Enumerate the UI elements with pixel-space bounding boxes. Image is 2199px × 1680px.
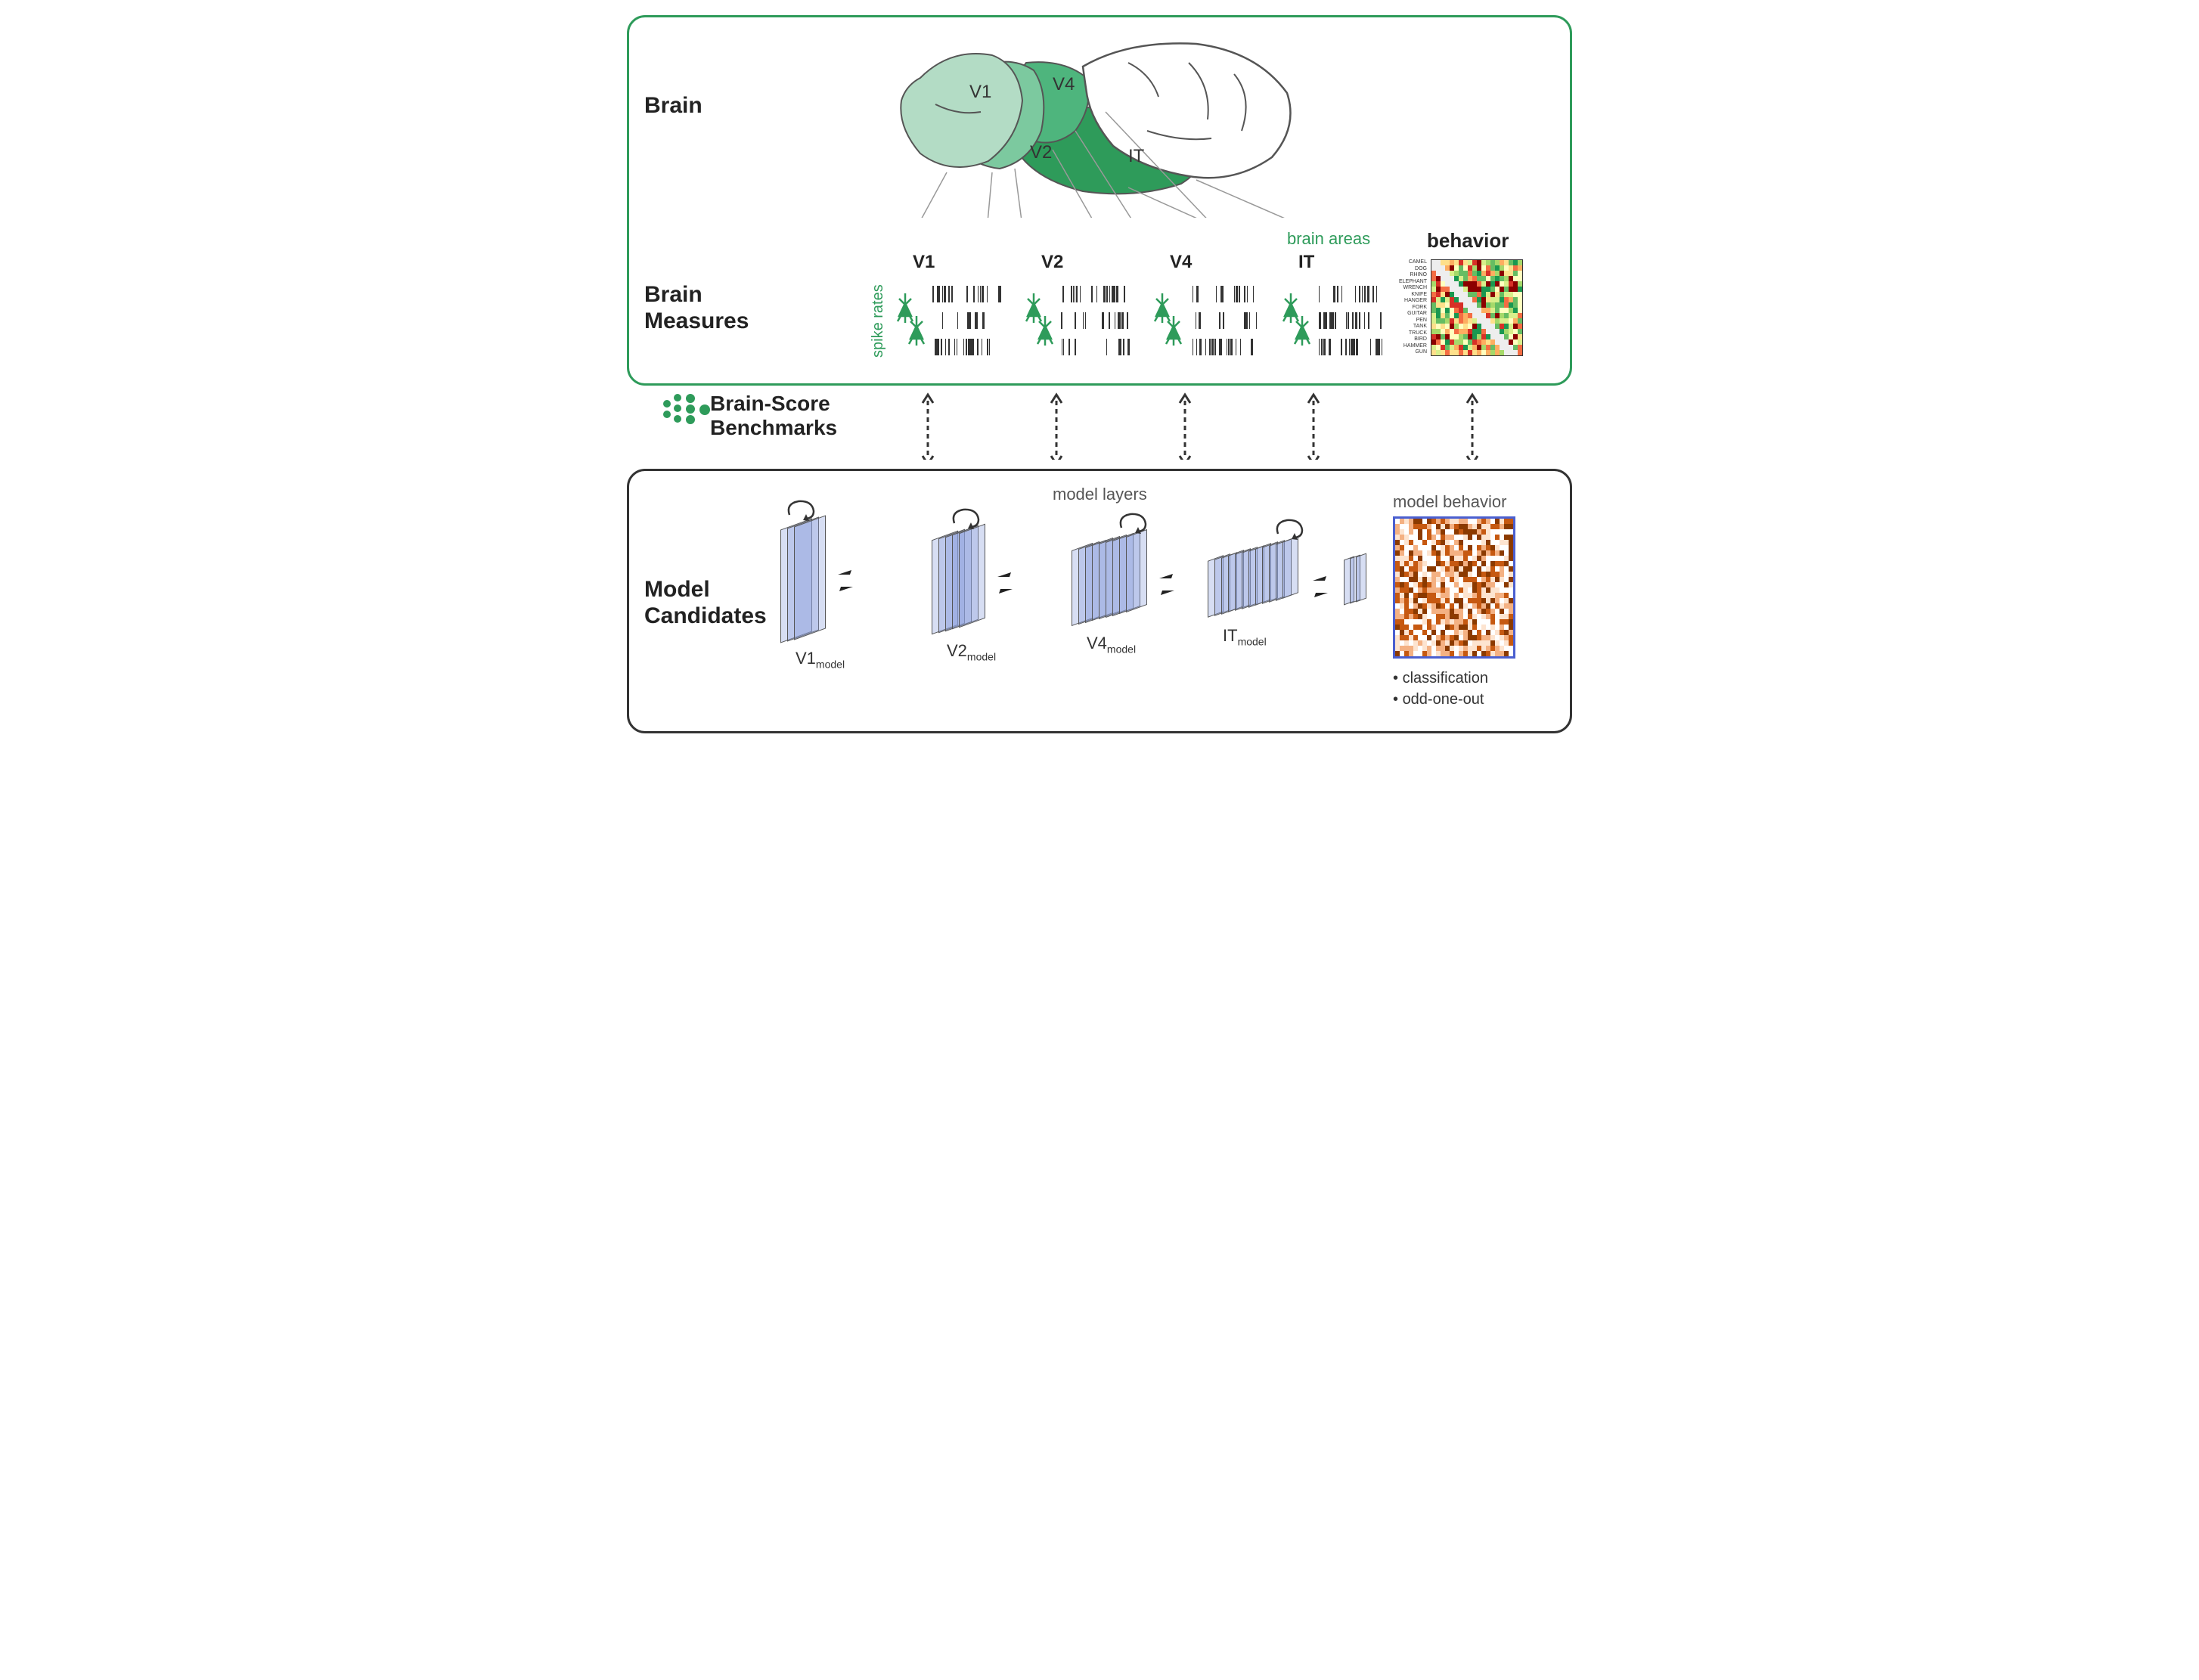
- comparison-arrow: [1176, 392, 1194, 460]
- spike-train: [1317, 286, 1389, 302]
- heatmap-row-label: TANK: [1397, 324, 1427, 329]
- model-stack-label-v4: V4model: [1087, 634, 1136, 655]
- spike-train: [1317, 312, 1389, 329]
- spike-train: [1189, 286, 1261, 302]
- brain-anatomy-svg: [879, 21, 1317, 218]
- brain-measures-label-2: Measures: [644, 308, 749, 334]
- heatmap-row-label: FORK: [1397, 305, 1427, 310]
- model-candidates-label-1: Model: [644, 577, 710, 603]
- neuron-icon: [1287, 312, 1317, 346]
- bullet-classification: classification: [1403, 670, 1488, 687]
- heatmap-row-label: DOG: [1397, 266, 1427, 271]
- feedforward-arrow-icon: [1311, 572, 1341, 602]
- model-behavior-text: model behavior: [1393, 492, 1506, 512]
- brain-section-label: Brain: [644, 93, 703, 119]
- measure-area-label-v2: V2: [1041, 252, 1063, 273]
- spike-train: [1189, 339, 1261, 355]
- spike-train: [1060, 312, 1132, 329]
- brain-score-logo: Brain-Score Benchmarks: [663, 392, 837, 440]
- comparison-arrow: [1463, 392, 1481, 460]
- bullet-odd-one-out: odd-one-out: [1403, 691, 1484, 708]
- model-candidates-label-2: Candidates: [644, 603, 767, 629]
- anatomy-area-v1: V1: [969, 82, 991, 103]
- recurrence-arrow-icon: [947, 504, 985, 531]
- anatomy-area-v2: V2: [1030, 142, 1052, 163]
- neuron-icon: [1158, 312, 1189, 346]
- heatmap-row-label: TRUCK: [1397, 330, 1427, 336]
- feedforward-arrow-icon: [1158, 569, 1188, 600]
- feedforward-arrow-icon: [996, 568, 1026, 598]
- recurrence-arrow-icon: [782, 496, 820, 522]
- measure-area-label-it: IT: [1298, 252, 1314, 273]
- benchmarks-text: Benchmarks: [710, 416, 837, 440]
- brain-areas-text: brain areas: [1287, 229, 1370, 249]
- comparison-arrow: [919, 392, 937, 460]
- heatmap-row-label: HANGER: [1397, 298, 1427, 303]
- anatomy-area-v4: V4: [1053, 74, 1075, 95]
- model-stack-label-v2: V2model: [947, 641, 996, 662]
- heatmap-row-label: PEN: [1397, 318, 1427, 323]
- spike-train: [1060, 339, 1132, 355]
- model-layers-text: model layers: [1053, 485, 1147, 504]
- feedforward-arrow-icon: [836, 566, 867, 596]
- model-stack-label-v1: V1model: [796, 649, 845, 670]
- heatmap-row-label: KNIFE: [1397, 292, 1427, 297]
- model-behavior-heatmap: [1393, 516, 1515, 659]
- measure-area-label-v4: V4: [1170, 252, 1192, 273]
- heatmap-row-label: GUITAR: [1397, 311, 1427, 316]
- spike-train: [1189, 312, 1261, 329]
- heatmap-row-label: HAMMER: [1397, 343, 1427, 349]
- heatmap-row-label: WRENCH: [1397, 285, 1427, 290]
- neuron-icon: [901, 312, 932, 346]
- recurrence-arrow-icon: [1114, 509, 1152, 535]
- spike-train: [932, 339, 1003, 355]
- behavior-label: behavior: [1427, 229, 1509, 253]
- behavior-bullets: • classification • odd-one-out: [1393, 668, 1488, 710]
- anatomy-area-it: IT: [1128, 146, 1144, 167]
- comparison-arrow: [1047, 392, 1065, 460]
- spike-train: [1060, 286, 1132, 302]
- spike-train: [932, 286, 1003, 302]
- heatmap-row-label: ELEPHANT: [1397, 279, 1427, 284]
- heatmap-row-label: CAMEL: [1397, 259, 1427, 265]
- behavior-heatmap: [1431, 259, 1523, 356]
- heatmap-row-label: BIRD: [1397, 336, 1427, 342]
- brain-panel: Brain Brain Measures: [627, 15, 1572, 386]
- brain-measures-label-1: Brain: [644, 282, 703, 308]
- measure-area-label-v1: V1: [913, 252, 935, 273]
- spike-train: [1317, 339, 1389, 355]
- brain-score-text: Brain-Score: [710, 392, 837, 416]
- spike-rates-label: spike rates: [870, 284, 887, 358]
- model-stack-label-it: ITmodel: [1223, 626, 1267, 647]
- neuron-icon: [1030, 312, 1060, 346]
- model-panel: Brain-Score Benchmarks Model Candidates …: [627, 469, 1572, 733]
- heatmap-row-label: GUN: [1397, 349, 1427, 355]
- spike-train: [932, 312, 1003, 329]
- comparison-arrow: [1304, 392, 1323, 460]
- heatmap-row-label: RHINO: [1397, 272, 1427, 277]
- recurrence-arrow-icon: [1270, 515, 1308, 541]
